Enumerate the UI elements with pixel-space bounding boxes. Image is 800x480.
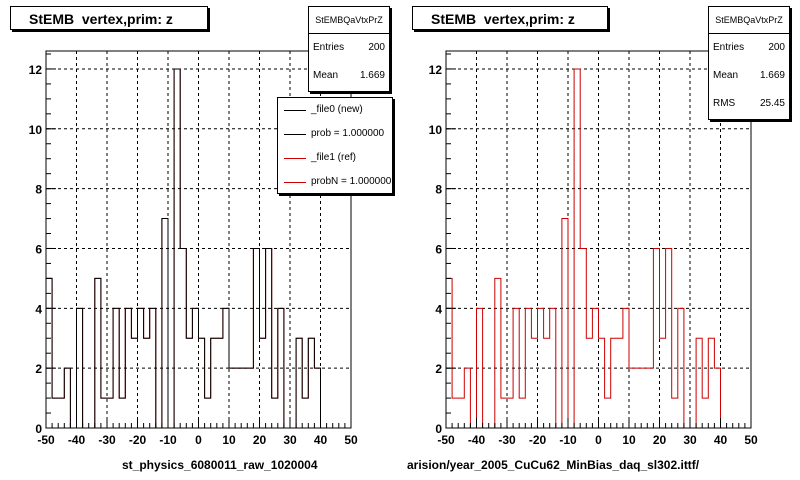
legend-label: _file1 (ref) — [311, 152, 357, 163]
stats-name: StEMBQaVtxPrZ — [309, 7, 389, 34]
x-tick-label: -50 — [37, 433, 55, 447]
stats-box: StEMBQaVtxPrZ Entries 200 Mean 1.669 RMS… — [708, 6, 790, 120]
x-axis-caption: st_physics_6080011_raw_1020004 — [122, 458, 318, 472]
x-tick-label: 40 — [314, 433, 328, 447]
y-tick-label: 10 — [29, 123, 43, 137]
legend-box: _file0 (new) prob = 1.000000 _file1 (ref… — [277, 97, 393, 194]
legend-line — [284, 182, 306, 183]
x-tick-label: -40 — [68, 433, 86, 447]
legend-line — [284, 134, 306, 135]
x-tick-label: 20 — [653, 433, 667, 447]
y-tick-label: 6 — [35, 242, 42, 256]
y-tick-label: 8 — [435, 183, 442, 197]
y-tick-label: 12 — [29, 63, 43, 77]
histogram-title: StEMB vertex,prim: z — [412, 6, 608, 30]
x-tick-label: 30 — [283, 433, 297, 447]
y-tick-label: 8 — [35, 183, 42, 197]
stats-row-mean: Mean 1.669 — [709, 62, 789, 90]
x-tick-label: 50 — [344, 433, 358, 447]
stats-label: Entries — [713, 42, 745, 53]
y-tick-label: 2 — [435, 362, 442, 376]
x-tick-label: 20 — [253, 433, 267, 447]
legend-label: probN = 1.000000 — [311, 176, 392, 187]
stats-value: 1.669 — [359, 70, 385, 81]
y-tick-label: 4 — [435, 302, 442, 316]
stats-row-entries: Entries 200 — [709, 34, 789, 62]
x-tick-label: -30 — [498, 433, 516, 447]
stats-value: 200 — [768, 42, 785, 53]
x-tick-label: -30 — [98, 433, 116, 447]
x-tick-label: -20 — [129, 433, 147, 447]
stats-label: RMS — [713, 98, 736, 109]
x-tick-label: 10 — [622, 433, 636, 447]
x-tick-label: 10 — [222, 433, 236, 447]
x-tick-label: -20 — [529, 433, 547, 447]
legend-entry: _file1 (ref) — [278, 146, 392, 170]
histogram-pad-left: -50 -40 -30 -20 -10 0 10 20 30 40 50 0 2 4 6 8 10 12 StEM… — [10, 6, 393, 472]
stats-name: StEMBQaVtxPrZ — [709, 7, 789, 34]
stats-row-mean: Mean 1.669 — [309, 62, 389, 90]
stats-row-rms: RMS 25.45 — [709, 90, 789, 118]
legend-entry: probN = 1.000000 — [278, 170, 392, 193]
legend-line — [284, 158, 306, 159]
stats-value: 1.669 — [759, 70, 785, 81]
y-tick-label: 10 — [429, 123, 443, 137]
x-tick-label: 0 — [195, 433, 202, 447]
x-tick-label: 50 — [744, 433, 758, 447]
x-tick-label: -10 — [159, 433, 177, 447]
x-axis-caption: arision/year_2005_CuCu62_MinBias_daq_sl3… — [407, 458, 700, 472]
legend-line — [284, 110, 306, 111]
x-tick-label: 0 — [595, 433, 602, 447]
legend-label: _file0 (new) — [311, 104, 363, 115]
y-tick-label: 0 — [35, 422, 42, 436]
x-tick-label: 30 — [683, 433, 697, 447]
x-tick-label: -10 — [559, 433, 577, 447]
stats-label: Mean — [713, 70, 739, 81]
stats-label: Mean — [313, 70, 339, 81]
y-tick-label: 0 — [435, 422, 442, 436]
x-tick-label: 40 — [714, 433, 728, 447]
y-tick-label: 4 — [35, 302, 42, 316]
histogram-pad-right: -50 -40 -30 -20 -10 0 10 20 30 40 50 0 2 4 6 8 10 12 StEM… — [400, 0, 800, 480]
x-tick-label: -50 — [437, 433, 455, 447]
histogram-title: StEMB vertex,prim: z — [10, 6, 208, 30]
stats-box: StEMBQaVtxPrZ Entries 200 Mean 1.669 — [308, 6, 390, 92]
y-tick-label: 12 — [429, 63, 443, 77]
stats-row-entries: Entries 200 — [309, 34, 389, 62]
legend-label: prob = 1.000000 — [311, 128, 385, 139]
histogram-plot-right: -50 -40 -30 -20 -10 0 10 20 30 40 50 0 2 4 6 8 10 12 — [429, 50, 758, 447]
stats-label: Entries — [313, 42, 345, 53]
y-tick-label: 2 — [35, 362, 42, 376]
stats-value: 25.45 — [759, 98, 785, 109]
y-tick-label: 6 — [435, 242, 442, 256]
x-tick-label: -40 — [468, 433, 486, 447]
stats-value: 200 — [368, 42, 385, 53]
legend-entry: _file0 (new) — [278, 98, 392, 122]
legend-entry: prob = 1.000000 — [278, 122, 392, 146]
